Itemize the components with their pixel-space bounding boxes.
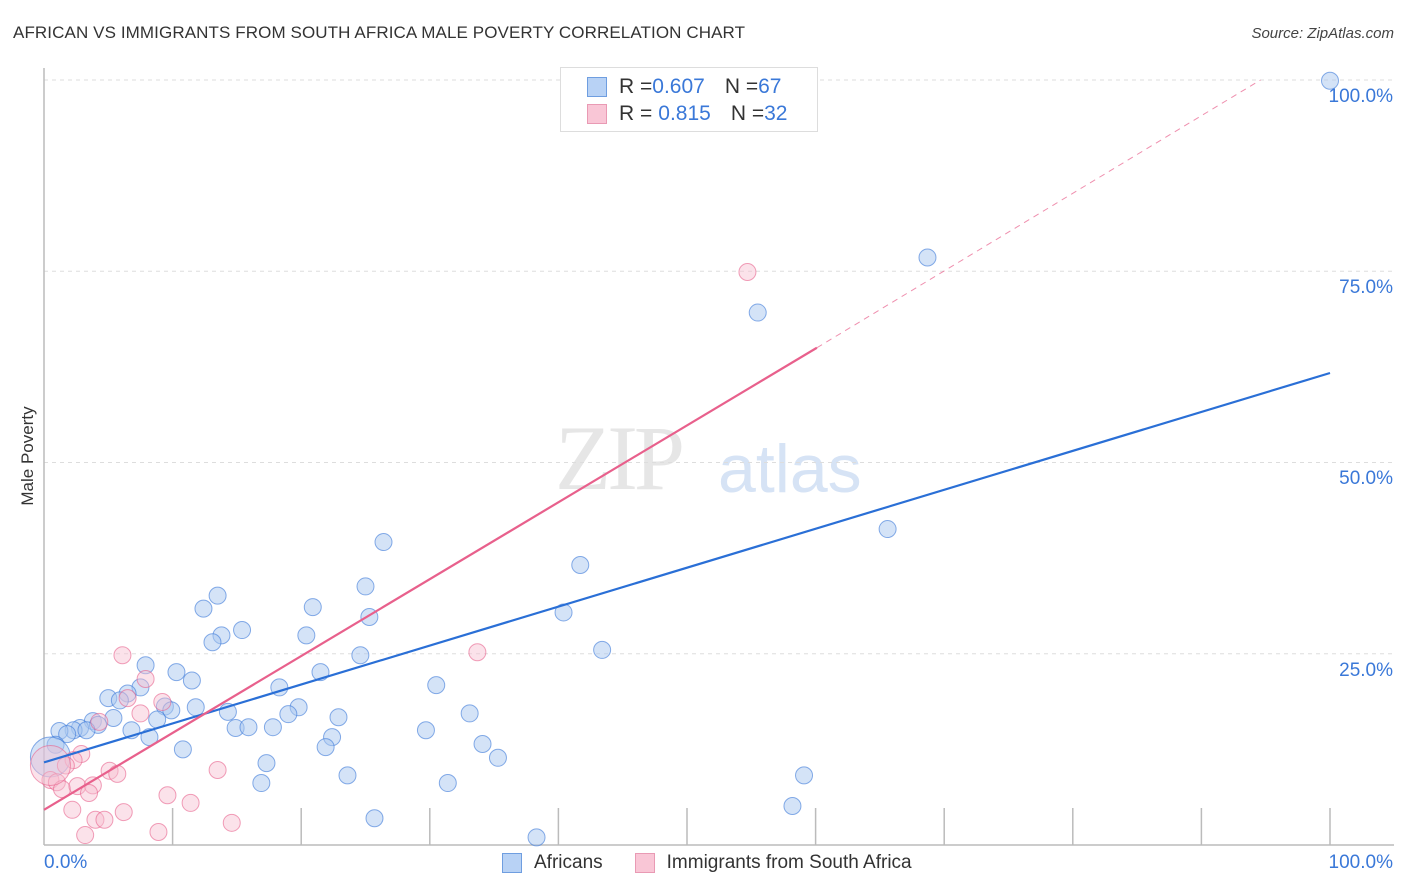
chart-title: AFRICAN VS IMMIGRANTS FROM SOUTH AFRICA … xyxy=(13,23,746,42)
legend-row-immigrants: R = 0.815 N = 32 xyxy=(587,102,787,126)
immigrant-point xyxy=(738,263,757,282)
african-point xyxy=(252,774,271,793)
immigrant-point xyxy=(108,764,127,783)
r-value: 0.815 xyxy=(658,102,711,125)
immigrant-point xyxy=(29,744,71,786)
african-point xyxy=(438,774,457,793)
immigrant-trend-line xyxy=(43,346,818,811)
immigrant-point xyxy=(222,813,241,832)
immigrant-point xyxy=(53,780,72,799)
african-point xyxy=(416,721,435,740)
african-point xyxy=(233,621,252,640)
n-value: 32 xyxy=(764,102,788,125)
blue-swatch-icon xyxy=(587,77,607,97)
x-tick-label: 0.0% xyxy=(44,852,88,873)
immigrant-point xyxy=(118,689,137,708)
stats-legend: R = 0.607 N = 67 R = 0.815 N = 32 xyxy=(560,67,818,132)
immigrant-point xyxy=(158,786,177,805)
immigrant-point xyxy=(90,712,109,731)
source-label: Source: ZipAtlas.com xyxy=(1251,25,1394,42)
legend-row-africans: R = 0.607 N = 67 xyxy=(587,75,781,99)
r-label: R = xyxy=(619,102,653,125)
immigrant-point xyxy=(113,646,132,665)
african-point xyxy=(58,725,77,744)
immigrant-point xyxy=(153,692,172,711)
african-point xyxy=(1321,71,1339,90)
african-point xyxy=(374,533,393,552)
african-point xyxy=(194,599,213,618)
african-point xyxy=(748,303,767,322)
african-point xyxy=(239,718,258,737)
immigrant-point xyxy=(136,669,155,688)
african-point xyxy=(263,718,282,737)
african-point xyxy=(878,520,897,539)
african-point xyxy=(136,656,155,675)
african-point xyxy=(918,248,937,267)
legend-item-africans[interactable]: Africans xyxy=(502,852,603,874)
african-point xyxy=(527,828,546,847)
african-point xyxy=(257,754,276,773)
african-trend-line xyxy=(43,371,1331,764)
african-point xyxy=(571,556,590,575)
african-point xyxy=(460,704,479,723)
pink-swatch-icon xyxy=(587,104,607,124)
trend-line-extension xyxy=(816,79,1261,349)
immigrant-point xyxy=(76,826,95,845)
watermark-atlas: atlas xyxy=(718,431,862,507)
legend-item-immigrants[interactable]: Immigrants from South Africa xyxy=(634,852,912,874)
african-point xyxy=(186,698,205,717)
african-point xyxy=(167,663,186,682)
immigrant-point xyxy=(63,800,82,819)
r-label: R = xyxy=(619,75,653,98)
african-point xyxy=(297,626,316,645)
immigrant-point xyxy=(95,810,114,829)
african-point xyxy=(77,721,96,740)
immigrant-point xyxy=(114,803,133,822)
african-point xyxy=(427,676,446,695)
african-point xyxy=(351,646,370,665)
african-point xyxy=(173,740,192,759)
immigrant-point xyxy=(149,822,168,841)
african-point xyxy=(795,766,814,785)
african-point xyxy=(488,748,507,767)
african-point xyxy=(208,586,227,605)
blue-swatch-icon xyxy=(502,853,522,873)
african-point xyxy=(104,709,123,728)
african-point xyxy=(316,738,335,757)
r-value: 0.607 xyxy=(652,75,705,98)
immigrant-point xyxy=(86,810,105,829)
african-point xyxy=(783,796,802,815)
series-legend: Africans Immigrants from South Africa xyxy=(502,852,944,874)
immigrant-point xyxy=(468,643,487,662)
immigrant-point xyxy=(181,793,200,812)
y-tick-label: 100.0% xyxy=(1328,86,1393,107)
n-label: N = xyxy=(724,75,759,98)
legend-label: Immigrants from South Africa xyxy=(666,852,912,873)
african-point xyxy=(338,766,357,785)
african-point xyxy=(303,598,322,617)
immigrant-point xyxy=(68,777,87,796)
y-tick-label: 75.0% xyxy=(1339,277,1393,298)
african-point xyxy=(203,633,222,652)
african-point xyxy=(182,671,201,690)
legend-label: Africans xyxy=(534,852,603,873)
y-tick-label: 25.0% xyxy=(1339,660,1393,681)
african-point xyxy=(473,735,492,754)
african-point xyxy=(365,809,384,828)
african-point xyxy=(329,708,348,727)
y-tick-label: 50.0% xyxy=(1339,468,1393,489)
n-value: 67 xyxy=(758,75,782,98)
immigrant-point xyxy=(208,761,227,780)
immigrant-point xyxy=(131,704,150,723)
x-tick-label: 100.0% xyxy=(1328,852,1393,873)
immigrant-point xyxy=(80,783,99,802)
african-point xyxy=(593,640,612,659)
pink-swatch-icon xyxy=(634,853,655,873)
african-point xyxy=(279,705,298,724)
african-point xyxy=(356,577,375,596)
n-label: N = xyxy=(730,102,765,125)
